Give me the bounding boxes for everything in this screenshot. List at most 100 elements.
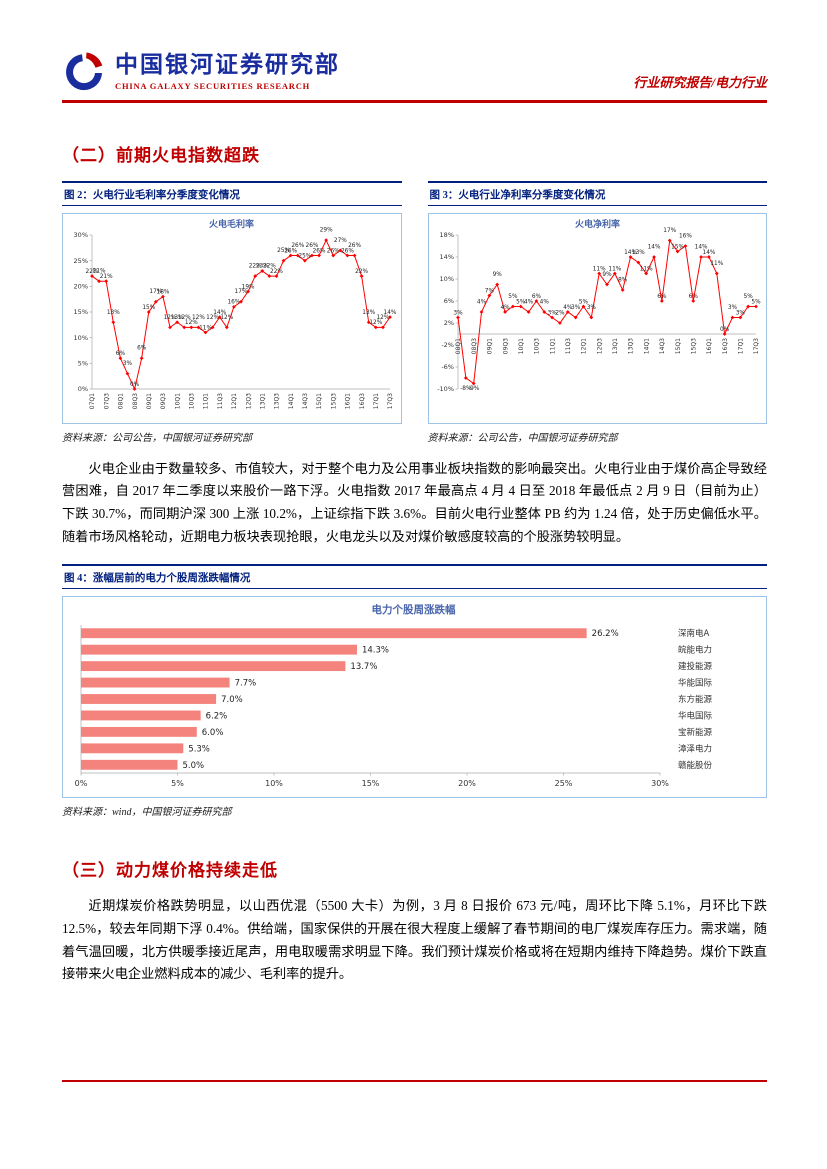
svg-text:16Q3: 16Q3 [359,392,366,408]
section-heading-2: （二）前期火电指数超跌 [62,145,260,165]
figure-4-chart-box: 电力个股周涨跌幅 0% 5% 10% 15% 20% 25% 30% 26.2% 深南电A 14.3… [62,596,767,799]
svg-text:3%: 3% [735,310,745,316]
svg-text:25%: 25% [555,779,573,788]
svg-text:3%: 3% [727,305,737,311]
svg-text:3%: 3% [123,361,133,367]
svg-text:3%: 3% [571,305,581,311]
svg-text:17Q3: 17Q3 [387,392,394,408]
svg-text:5%: 5% [78,359,88,367]
svg-text:6%: 6% [657,293,667,299]
svg-text:26%: 26% [327,248,340,254]
header: 中国银河证券研究部 CHINA GALAXY SECURITIES RESEAR… [62,50,767,94]
svg-text:09Q3: 09Q3 [502,337,509,353]
svg-text:15Q3: 15Q3 [690,337,697,353]
svg-text:13Q3: 13Q3 [274,392,281,408]
svg-text:15%: 15% [362,779,380,788]
svg-text:30%: 30% [651,779,669,788]
paragraph-coal-price: 近期煤炭价格跌势明显，以山西优混（5500 大卡）为例，3 月 8 日报价 67… [62,898,767,982]
svg-text:14%: 14% [213,309,226,315]
svg-text:5.3%: 5.3% [188,745,210,755]
svg-text:4%: 4% [523,299,533,305]
svg-text:14Q1: 14Q1 [288,392,295,408]
svg-text:华能国际: 华能国际 [678,678,713,689]
svg-text:17%: 17% [663,228,676,234]
svg-text:26%: 26% [341,248,354,254]
svg-text:5.0%: 5.0% [183,761,205,771]
svg-text:11Q1: 11Q1 [549,337,556,353]
svg-text:漳泽电力: 漳泽电力 [678,744,712,755]
svg-text:6%: 6% [688,293,698,299]
figure-4: 图 4：涨幅居前的电力个股周涨跌幅情况 电力个股周涨跌幅 0% 5% 10% 15% 20… [62,564,767,818]
figure-3-chart-box: 火电净利率 -10% -6% -2% 2% 6% 10% 14% 18% 08Q1 08Q3 09Q1… [427,212,767,424]
svg-text:21%: 21% [93,268,106,274]
net-margin-line-chart: 火电净利率 -10% -6% -2% 2% 6% 10% 14% 18% 08Q1 08Q3 09Q1… [437,218,761,393]
svg-text:18%: 18% [439,231,453,239]
svg-text:4%: 4% [500,304,510,310]
svg-text:10%: 10% [265,779,283,788]
svg-text:-8%: -8% [460,386,472,392]
svg-text:14.3%: 14.3% [362,646,389,656]
svg-text:14%: 14% [647,244,660,250]
svg-text:12Q3: 12Q3 [245,392,252,408]
svg-text:23%: 23% [256,263,269,269]
svg-text:15%: 15% [671,244,684,250]
svg-text:12%: 12% [164,314,177,320]
svg-text:14%: 14% [439,253,453,261]
svg-text:22%: 22% [263,263,276,269]
svg-text:5%: 5% [743,294,753,300]
svg-text:6%: 6% [137,345,147,351]
svg-text:6%: 6% [531,293,541,299]
svg-text:7%: 7% [484,288,494,294]
svg-text:26%: 26% [291,243,304,249]
svg-text:14Q3: 14Q3 [659,337,666,353]
svg-text:09Q1: 09Q1 [486,337,493,353]
svg-text:11%: 11% [639,266,652,272]
svg-text:10%: 10% [74,333,88,341]
header-divider [62,100,767,103]
svg-text:13%: 13% [107,309,120,315]
svg-text:3%: 3% [547,310,557,316]
svg-text:15Q1: 15Q1 [674,337,681,353]
svg-text:6.0%: 6.0% [202,728,224,738]
figure-row: 图 2：火电行业毛利率分季度变化情况 火电毛利率 0% 5% 10% 15% 20% 25%… [62,180,767,444]
svg-text:-2%: -2% [441,341,454,349]
svg-text:20%: 20% [74,282,88,290]
svg-text:08Q1: 08Q1 [455,337,462,353]
svg-text:19%: 19% [242,284,255,290]
svg-text:11Q3: 11Q3 [564,337,571,353]
svg-text:11Q3: 11Q3 [217,392,224,408]
svg-text:16Q1: 16Q1 [345,392,352,408]
svg-text:13Q1: 13Q1 [259,392,266,408]
svg-text:30%: 30% [74,231,88,239]
svg-text:09Q3: 09Q3 [160,392,167,408]
svg-text:6%: 6% [116,351,126,357]
footer-divider [62,1080,767,1082]
svg-text:9%: 9% [602,272,612,278]
svg-text:14Q3: 14Q3 [302,392,309,408]
svg-text:5%: 5% [578,299,588,305]
svg-text:10Q3: 10Q3 [533,337,540,353]
svg-text:2%: 2% [443,319,453,327]
svg-text:14%: 14% [694,244,707,250]
svg-text:17Q3: 17Q3 [753,337,760,353]
svg-text:电力个股周涨跌幅: 电力个股周涨跌幅 [372,603,456,616]
svg-text:东方能源: 东方能源 [678,694,713,705]
figure-2: 图 2：火电行业毛利率分季度变化情况 火电毛利率 0% 5% 10% 15% 20% 25%… [62,180,402,444]
svg-text:08Q3: 08Q3 [132,392,139,408]
svg-text:07Q3: 07Q3 [103,392,110,408]
svg-text:深南电A: 深南电A [678,629,710,640]
brand-text: 中国银河证券研究部 CHINA GALAXY SECURITIES RESEAR… [115,53,340,91]
svg-text:17Q1: 17Q1 [373,392,380,408]
svg-text:16%: 16% [678,233,691,239]
svg-text:12%: 12% [376,314,389,320]
section-heading-3: （三）动力煤价格持续走低 [62,861,278,881]
svg-text:25%: 25% [298,253,311,259]
svg-text:22%: 22% [270,268,283,274]
svg-text:15%: 15% [142,304,155,310]
svg-text:17%: 17% [235,289,248,295]
svg-text:17Q1: 17Q1 [737,337,744,353]
svg-text:14%: 14% [384,309,397,315]
svg-text:16Q1: 16Q1 [706,337,713,353]
svg-text:12%: 12% [220,314,233,320]
